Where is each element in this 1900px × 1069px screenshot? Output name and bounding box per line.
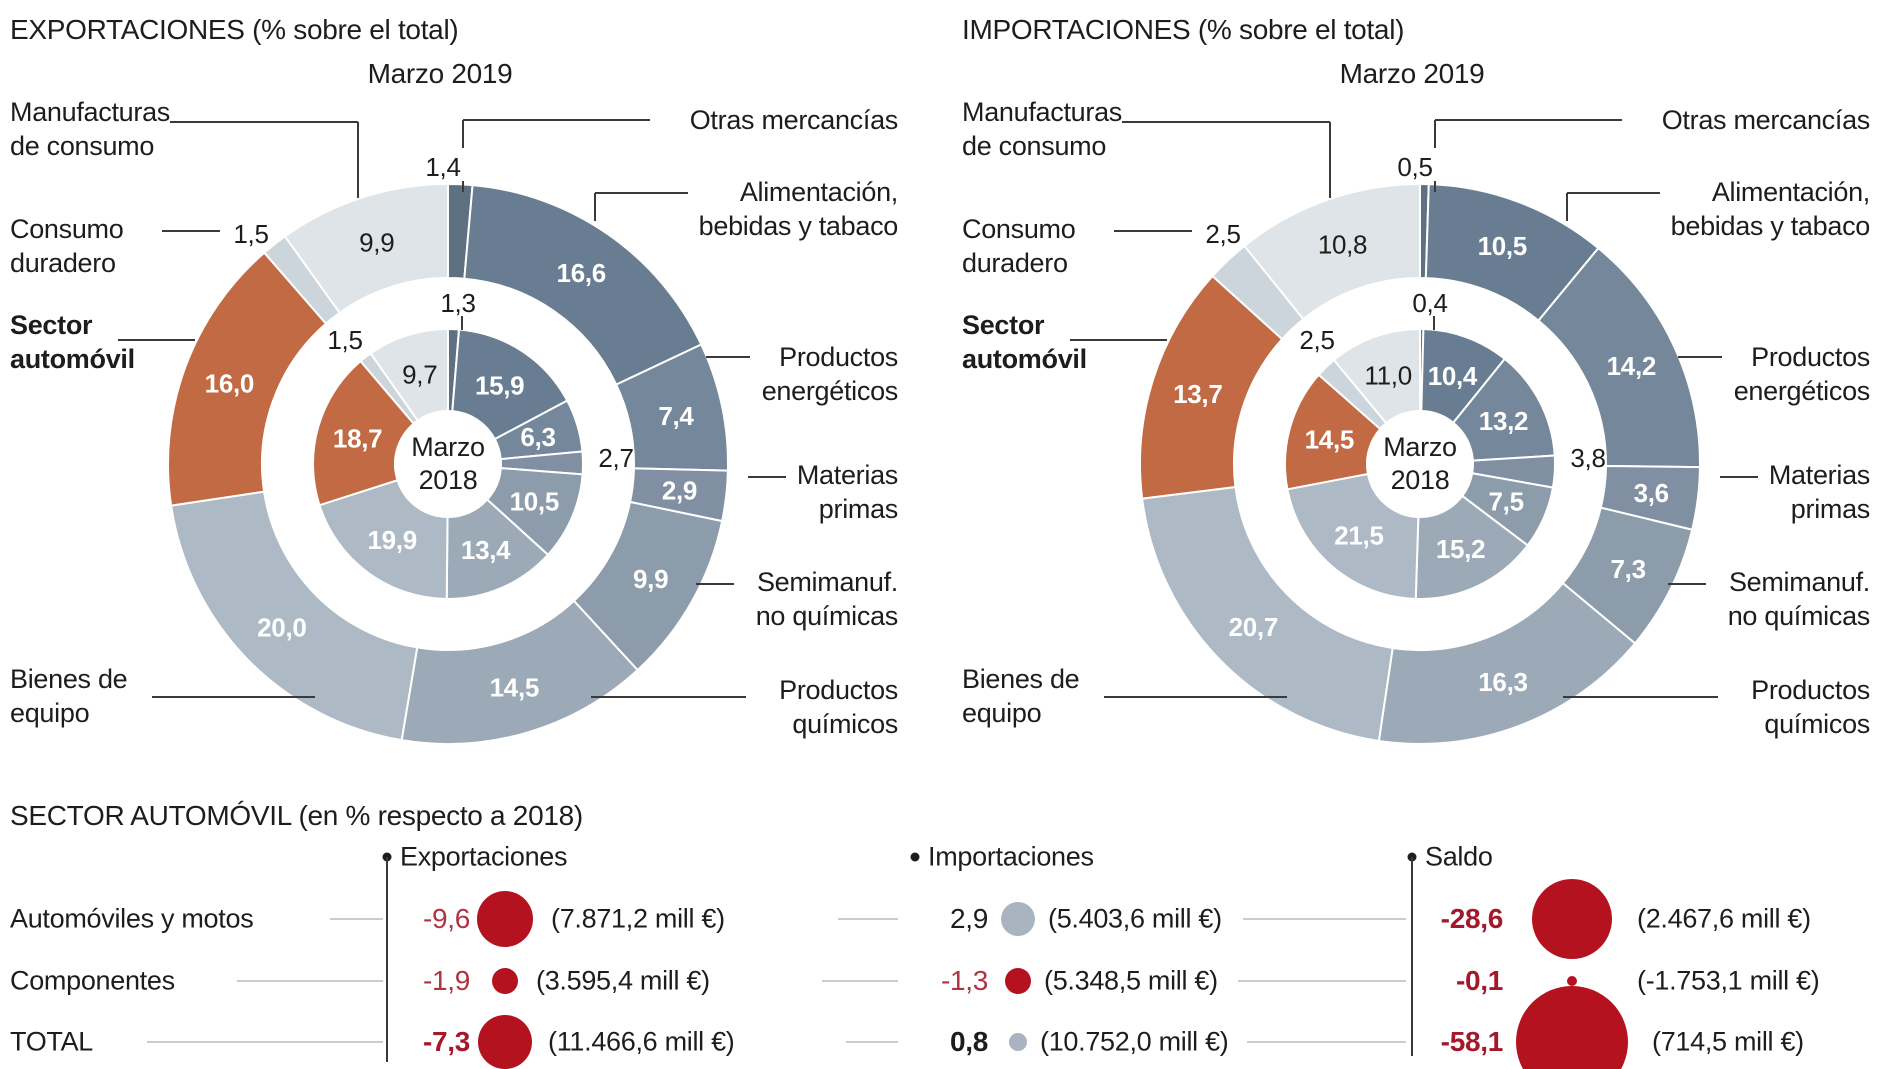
svg-text:7,4: 7,4 xyxy=(658,401,694,431)
svg-text:14,5: 14,5 xyxy=(1305,424,1354,454)
value-exportaciones-componentes: -1,9 xyxy=(422,965,470,996)
value-saldo-automoviles: -28,6 xyxy=(1440,903,1504,934)
amount-saldo-componentes: (-1.753,1 mill €) xyxy=(1637,965,1820,996)
value-exportaciones-automoviles: -9,6 xyxy=(422,903,470,934)
column-header-importaciones: Importaciones xyxy=(928,841,1094,872)
category-label-productos-quimicos: Productos químicos xyxy=(1751,675,1870,739)
svg-text:0,5: 0,5 xyxy=(1397,152,1432,182)
amount-exportaciones-automoviles: (7.871,2 mill €) xyxy=(551,903,725,934)
value-importaciones-total: 0,8 xyxy=(949,1026,988,1057)
svg-text:13,4: 13,4 xyxy=(461,535,511,565)
value-exportaciones-total: -7,3 xyxy=(422,1026,470,1057)
svg-text:9,9: 9,9 xyxy=(633,564,668,594)
svg-text:13,2: 13,2 xyxy=(1479,406,1528,436)
svg-text:15,9: 15,9 xyxy=(475,371,524,401)
section-title-sector-automovil: SECTOR AUTOMÓVIL (en % respecto a 2018) xyxy=(10,800,583,831)
svg-text:14,2: 14,2 xyxy=(1607,351,1656,381)
category-label-sector-automovil: Sector automóvil xyxy=(962,310,1087,374)
category-label-productos-quimicos: Productos químicos xyxy=(779,675,898,739)
row-label-automoviles-y-motos: Automóviles y motos xyxy=(10,903,254,934)
svg-text:1,3: 1,3 xyxy=(440,288,475,318)
amount-exportaciones-total: (11.466,6 mill €) xyxy=(548,1026,735,1057)
svg-text:15,2: 15,2 xyxy=(1436,534,1485,564)
category-label-manufacturas-de-consumo: Manufacturas de consumo xyxy=(10,97,170,161)
amount-importaciones-componentes: (5.348,5 mill €) xyxy=(1044,965,1218,996)
category-label-consumo-duradero: Consumo duradero xyxy=(10,214,124,278)
category-label-materias-primas: Materias primas xyxy=(1768,460,1870,524)
value-importaciones-componentes: -1,3 xyxy=(940,965,988,996)
svg-text:1,5: 1,5 xyxy=(233,219,268,249)
svg-text:20,0: 20,0 xyxy=(257,612,306,642)
category-label-otras-mercancias: Otras mercancías xyxy=(689,105,899,135)
svg-text:2,5: 2,5 xyxy=(1299,325,1334,355)
svg-text:20,7: 20,7 xyxy=(1229,612,1278,642)
svg-text:1,5: 1,5 xyxy=(327,325,362,355)
category-label-productos-energeticos: Productos energéticos xyxy=(1733,342,1871,406)
amount-importaciones-automoviles: (5.403,6 mill €) xyxy=(1048,903,1222,934)
page-title-importaciones: IMPORTACIONES (% sobre el total) xyxy=(962,14,1405,45)
ring-title-marzo-2019: Marzo 2019 xyxy=(367,58,513,89)
category-label-productos-energeticos: Productos energéticos xyxy=(761,342,899,406)
column-header-saldo: Saldo xyxy=(1425,841,1493,872)
row-label-componentes: Componentes xyxy=(10,965,175,996)
value-saldo-componentes: -0,1 xyxy=(1455,965,1503,996)
category-label-sector-automovil: Sector automóvil xyxy=(10,310,135,374)
svg-text:10,4: 10,4 xyxy=(1428,361,1478,391)
svg-text:11,0: 11,0 xyxy=(1364,361,1411,391)
amount-importaciones-total: (10.752,0 mill €) xyxy=(1040,1026,1229,1057)
category-label-alimentacion: Alimentación, bebidas y tabaco xyxy=(698,177,899,241)
category-label-semimanufacturas: Semimanuf. no químicas xyxy=(1727,567,1871,631)
amount-saldo-automoviles: (2.467,6 mill €) xyxy=(1637,903,1811,934)
category-label-semimanufacturas: Semimanuf. no químicas xyxy=(755,567,899,631)
svg-text:2,9: 2,9 xyxy=(662,476,697,506)
svg-text:7,3: 7,3 xyxy=(1611,554,1646,584)
svg-text:3,8: 3,8 xyxy=(1570,443,1605,473)
row-label-total: TOTAL xyxy=(10,1026,94,1057)
svg-text:19,9: 19,9 xyxy=(368,525,417,555)
value-saldo-total: -58,1 xyxy=(1440,1026,1504,1057)
svg-text:9,7: 9,7 xyxy=(402,359,437,389)
svg-text:10,5: 10,5 xyxy=(510,486,559,516)
category-label-bienes-de-equipo: Bienes de equipo xyxy=(10,664,128,728)
svg-text:16,3: 16,3 xyxy=(1478,667,1527,697)
ring-center-label-marzo-2018: Marzo 2018 xyxy=(411,432,485,495)
amount-exportaciones-componentes: (3.595,4 mill €) xyxy=(536,965,710,996)
svg-text:18,7: 18,7 xyxy=(333,423,382,453)
svg-text:10,8: 10,8 xyxy=(1318,229,1367,259)
svg-text:13,7: 13,7 xyxy=(1173,379,1222,409)
column-header-exportaciones: Exportaciones xyxy=(400,841,568,872)
amount-saldo-total: (714,5 mill €) xyxy=(1652,1026,1804,1057)
svg-text:2,7: 2,7 xyxy=(598,443,633,473)
svg-text:9,9: 9,9 xyxy=(359,227,394,257)
category-label-materias-primas: Materias primas xyxy=(796,460,898,524)
svg-text:2,5: 2,5 xyxy=(1205,219,1240,249)
category-label-consumo-duradero: Consumo duradero xyxy=(962,214,1076,278)
ring-center-label-marzo-2018-imp: Marzo 2018 xyxy=(1383,432,1457,495)
svg-text:21,5: 21,5 xyxy=(1334,521,1383,551)
svg-text:3,6: 3,6 xyxy=(1634,478,1669,508)
svg-text:6,3: 6,3 xyxy=(520,422,555,452)
category-label-bienes-de-equipo: Bienes de equipo xyxy=(962,664,1080,728)
svg-text:16,6: 16,6 xyxy=(557,258,606,288)
svg-text:16,0: 16,0 xyxy=(205,369,254,399)
ring-title-marzo-2019-imp: Marzo 2019 xyxy=(1339,58,1485,89)
value-importaciones-automoviles: 2,9 xyxy=(949,903,988,934)
category-label-otras-mercancias: Otras mercancías xyxy=(1661,105,1871,135)
category-label-manufacturas-de-consumo: Manufacturas de consumo xyxy=(962,97,1122,161)
category-label-alimentacion: Alimentación, bebidas y tabaco xyxy=(1670,177,1871,241)
svg-text:0,4: 0,4 xyxy=(1412,288,1447,318)
svg-text:10,5: 10,5 xyxy=(1478,231,1527,261)
svg-text:14,5: 14,5 xyxy=(490,672,539,702)
svg-text:7,5: 7,5 xyxy=(1489,487,1524,517)
page-title: EXPORTACIONES (% sobre el total) xyxy=(10,14,459,45)
svg-text:1,4: 1,4 xyxy=(425,152,460,182)
